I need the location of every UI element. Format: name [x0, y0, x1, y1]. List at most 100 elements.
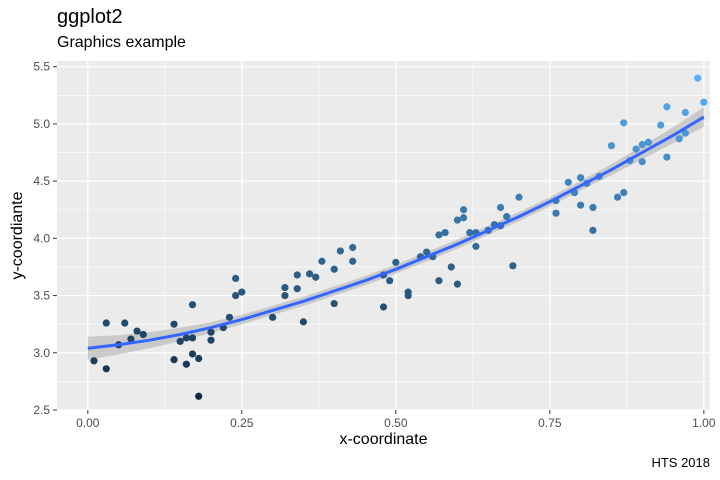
data-point — [139, 330, 147, 339]
data-point — [515, 193, 523, 201]
data-point — [607, 142, 616, 150]
data-point — [90, 357, 98, 365]
major-gridlines — [57, 61, 710, 411]
data-point — [232, 274, 240, 283]
chart-subtitle: Graphics example — [57, 34, 186, 51]
data-point — [644, 138, 652, 146]
data-point — [170, 320, 178, 328]
data-point — [453, 280, 462, 288]
data-point — [188, 334, 197, 342]
chart-title: ggplot2 — [57, 6, 123, 28]
data-point — [207, 336, 215, 344]
plot-panel — [57, 61, 710, 410]
data-point — [638, 140, 646, 149]
data-point — [675, 135, 683, 143]
data-point — [281, 283, 289, 292]
data-point — [182, 334, 190, 342]
data-point — [564, 178, 572, 186]
data-point — [613, 193, 622, 201]
data-point — [589, 226, 597, 234]
data-point — [379, 303, 388, 311]
data-point — [102, 365, 110, 373]
y-tick-label: 4.5 — [33, 174, 50, 188]
y-axis-title: y-coordiante — [9, 191, 26, 279]
x-tick-label: 0.50 — [384, 416, 408, 430]
y-tick-label: 3.0 — [33, 346, 50, 360]
data-point — [681, 129, 689, 137]
data-point — [700, 98, 708, 106]
confidence-ribbon — [87, 107, 704, 360]
data-point — [577, 201, 585, 209]
fit-line — [87, 115, 705, 350]
data-point — [238, 288, 246, 296]
data-point — [330, 265, 338, 273]
data-point — [404, 288, 412, 296]
data-point — [509, 262, 517, 270]
y-tick-label: 5.0 — [33, 117, 50, 131]
data-point — [453, 216, 462, 224]
data-point — [472, 242, 480, 250]
data-point — [681, 108, 689, 117]
data-point — [102, 319, 110, 327]
data-point — [496, 203, 505, 212]
data-point — [225, 313, 234, 321]
data-point — [459, 214, 468, 222]
data-points — [90, 74, 708, 400]
x-tick-label: 0.00 — [76, 416, 100, 430]
data-point — [312, 273, 320, 281]
x-tick-label: 0.75 — [538, 416, 562, 430]
data-point — [392, 258, 400, 266]
data-point — [121, 319, 129, 327]
data-point — [195, 392, 203, 400]
data-point — [466, 229, 474, 237]
data-point — [435, 231, 443, 239]
data-point — [503, 213, 511, 221]
data-point — [459, 206, 468, 214]
y-tick-label: 2.5 — [33, 403, 50, 417]
data-point — [195, 354, 203, 363]
minor-gridlines — [57, 61, 710, 410]
data-point — [293, 271, 301, 279]
data-point — [589, 203, 597, 212]
data-point — [638, 158, 646, 166]
data-point — [281, 291, 289, 300]
x-tick-label: 0.25 — [230, 416, 254, 430]
data-point — [318, 257, 326, 265]
data-point — [232, 291, 240, 300]
data-point — [435, 277, 443, 285]
data-point — [269, 313, 277, 321]
data-point — [330, 299, 338, 308]
confidence-ribbon-group — [87, 107, 704, 360]
data-point — [133, 327, 141, 335]
data-point — [386, 277, 394, 285]
data-point — [336, 247, 344, 255]
x-tick-label: 1.00 — [692, 416, 716, 430]
data-point — [657, 121, 665, 129]
chart-caption: HTS 2018 — [651, 455, 710, 470]
data-point — [620, 119, 628, 127]
data-point — [447, 263, 455, 271]
data-point — [170, 356, 178, 364]
fit-line-group — [87, 115, 705, 350]
data-point — [423, 248, 431, 256]
axes: 0.00 0.25 0.50 0.75 1.00 2.5 3.0 3.5 4.0 4.5 5.0 5.… — [33, 60, 716, 430]
data-point — [176, 337, 184, 345]
data-point — [293, 285, 301, 293]
data-point — [305, 270, 314, 278]
x-axis-title: x-coordinate — [339, 431, 427, 448]
y-tick-label: 5.5 — [33, 60, 50, 74]
data-point — [349, 257, 357, 265]
y-tick-label: 4.0 — [33, 231, 50, 245]
data-point — [663, 153, 671, 161]
data-point — [620, 188, 628, 197]
data-point — [632, 145, 640, 153]
data-point — [188, 350, 197, 358]
y-tick-label: 3.5 — [33, 289, 50, 303]
data-point — [299, 318, 308, 326]
data-point — [207, 328, 215, 336]
data-point — [188, 301, 197, 309]
data-point — [349, 243, 357, 252]
data-point — [663, 103, 671, 111]
data-point — [694, 74, 702, 82]
